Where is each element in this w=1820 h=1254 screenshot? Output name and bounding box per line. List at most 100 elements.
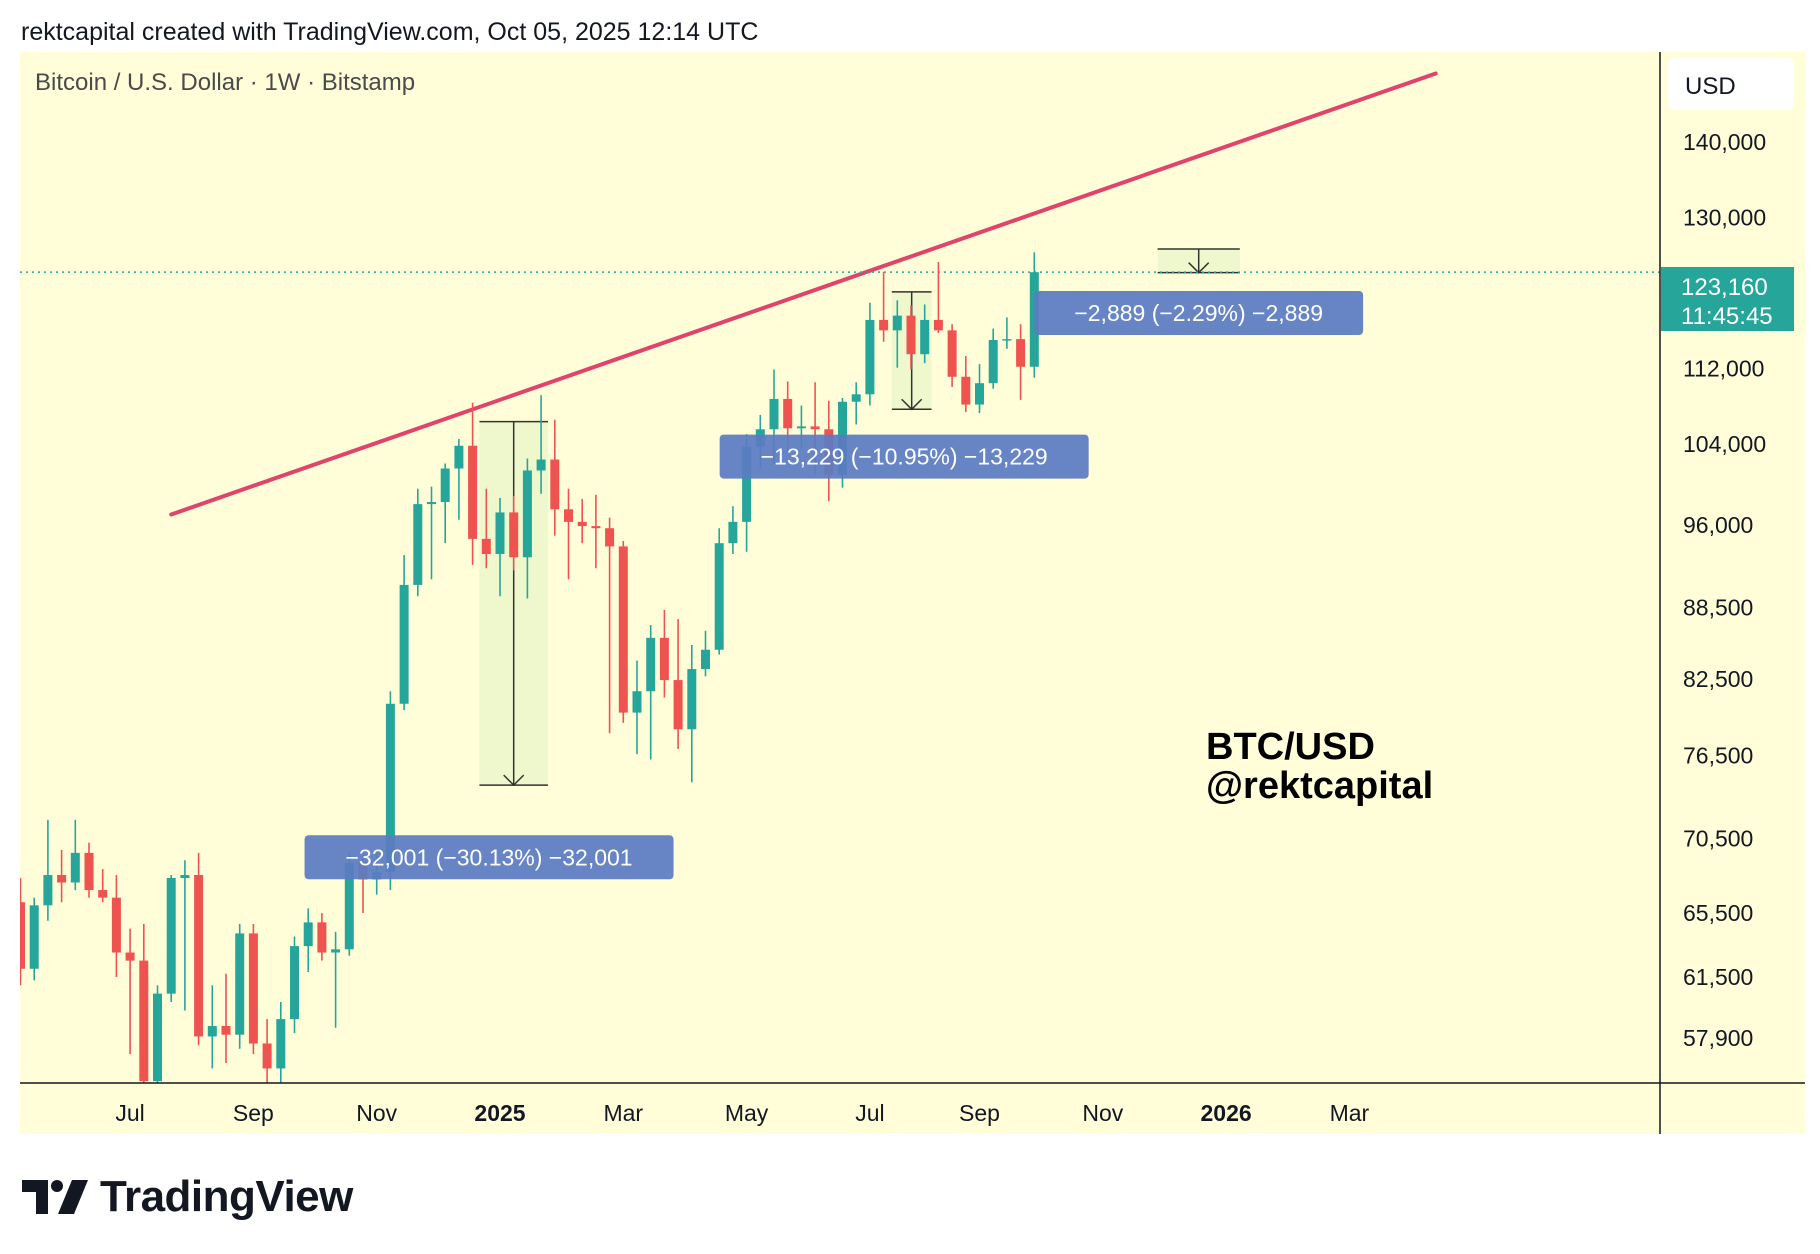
measure-labels: −32,001 (−30.13%) −32,001 −13,229 (−10.95… [304,291,1364,880]
candle-body-34 [481,538,491,554]
price-tick-label-6: 82,500 [1683,666,1753,692]
candle-body-8 [125,952,135,961]
time-axis[interactable]: ayJulSepNov2025MarMayJulSepNov2026Mar [0,1100,1370,1126]
candle-body-28 [399,584,409,704]
measure-label-text-2: −2,889 (−2.29%) −2,889 [1074,300,1323,326]
price-tick-label-5: 88,500 [1683,595,1753,621]
candle-body-37 [522,470,532,558]
time-tick-label-5: Mar [603,1100,643,1126]
currency-label: USD [1685,73,1736,100]
resistance-trendline [169,71,1438,517]
candle-body-12 [180,875,190,879]
measure-label-box-2 [1034,291,1364,336]
price-tick-label-11: 57,900 [1683,1025,1753,1051]
time-tick-label-4: 2025 [474,1100,525,1126]
annotation-pair: BTC/USD [1206,726,1375,768]
currency-button[interactable] [1668,58,1794,110]
candle-body-38 [536,459,546,471]
candle-body-18 [262,1043,272,1069]
measure-arrow-head-1 [901,398,923,411]
candle-body-4 [70,852,80,883]
candle-body-52 [728,521,738,544]
candle-body-68 [947,330,957,377]
candle-body-39 [550,459,560,510]
chart-background [20,52,1805,1134]
candle-body-43 [605,528,615,547]
price-axis[interactable]: 140,000 130,000 112,000 104,000 96,000 88,500… [1683,129,1766,1051]
candle-body-6 [98,890,108,898]
tradingview-logo-icon [22,1180,88,1214]
candle-body-46 [646,637,656,692]
tradingview-logo[interactable]: TradingView [22,1172,353,1222]
chart-container[interactable]: −32,001 (−30.13%) −32,001 −13,229 (−10.95… [0,52,1805,1134]
candle-body-44 [618,546,628,713]
candle-body-55 [769,398,779,430]
candle-body-64 [892,315,902,331]
candle-body-70 [975,383,984,405]
candle-body-31 [440,468,450,503]
candle-body-35 [495,512,505,554]
candle-body-17 [248,933,258,1044]
candle-body-63 [879,319,889,331]
candle-body-3 [57,875,67,883]
candle-body-72 [1002,339,1012,341]
candle-body-2 [43,875,53,906]
candle-body-56 [783,398,793,429]
candle-body-41 [577,521,587,527]
candle-body-19 [276,1019,286,1069]
candle-body-22 [317,922,327,953]
price-chart[interactable]: −32,001 (−30.13%) −32,001 −13,229 (−10.95… [0,52,1805,1134]
candle-body-58 [810,426,820,430]
time-tick-label-3: Nov [356,1100,397,1126]
measure-arrow-head-2 [1188,262,1210,274]
annotation-handle: @rektcapital [1206,765,1433,807]
candle-body-71 [988,339,998,384]
candle-body-45 [632,691,642,713]
candle-body-5 [84,852,94,891]
candle-body-13 [194,875,204,1037]
time-tick-label-11: Mar [1330,1100,1370,1126]
chart-header-credit: rektcapital created with TradingView.com… [21,18,759,46]
price-tick-label-3: 104,000 [1683,431,1766,457]
price-tick-label-4: 96,000 [1683,512,1753,538]
last-price-countdown: 11:45:45 [1681,303,1773,330]
time-tick-label-8: Sep [959,1100,1000,1126]
measure-arrow-head-0 [503,774,525,787]
candle-body-16 [235,933,245,1035]
time-tick-label-9: Nov [1082,1100,1123,1126]
candle-body-65 [906,315,916,355]
candle-body-42 [591,526,601,529]
candle-body-51 [714,543,724,650]
price-tick-label-10: 61,500 [1683,964,1753,990]
candle-body-69 [961,376,971,405]
price-tick-label-2: 112,000 [1683,356,1764,382]
candle-body-9 [139,960,149,1082]
candle-body-1 [29,905,39,969]
candle-body-14 [207,1026,217,1037]
candle-body-36 [509,512,519,558]
tradingview-logo-text: TradingView [100,1172,353,1221]
trendline-layer [20,71,1660,517]
candle-body-24 [344,863,354,950]
candle-body-21 [303,922,313,947]
candle-body-50 [701,649,710,670]
last-price-value: 123,160 [1681,274,1768,301]
candle-body-32 [454,445,464,469]
price-tick-label-7: 76,500 [1683,742,1753,768]
price-tick-label-8: 70,500 [1683,825,1753,851]
candle-body-61 [851,394,861,402]
candle-body-20 [290,946,299,1020]
candle-body-23 [331,949,341,953]
candle-body-40 [564,509,573,522]
measure-label-text-1: −13,229 (−10.95%) −13,229 [761,444,1048,470]
candle-body-66 [920,319,930,355]
time-tick-label-7: Jul [855,1100,884,1126]
candle-body-47 [659,637,669,681]
measure-label-box-1 [719,434,1089,479]
time-tick-label-10: 2026 [1201,1100,1252,1126]
candle-body-10 [153,993,162,1082]
candle-body-33 [468,445,478,539]
measure-label-text-0: −32,001 (−30.13%) −32,001 [345,844,632,870]
candle-body-29 [413,504,423,585]
measure-label-box-0 [304,835,674,880]
